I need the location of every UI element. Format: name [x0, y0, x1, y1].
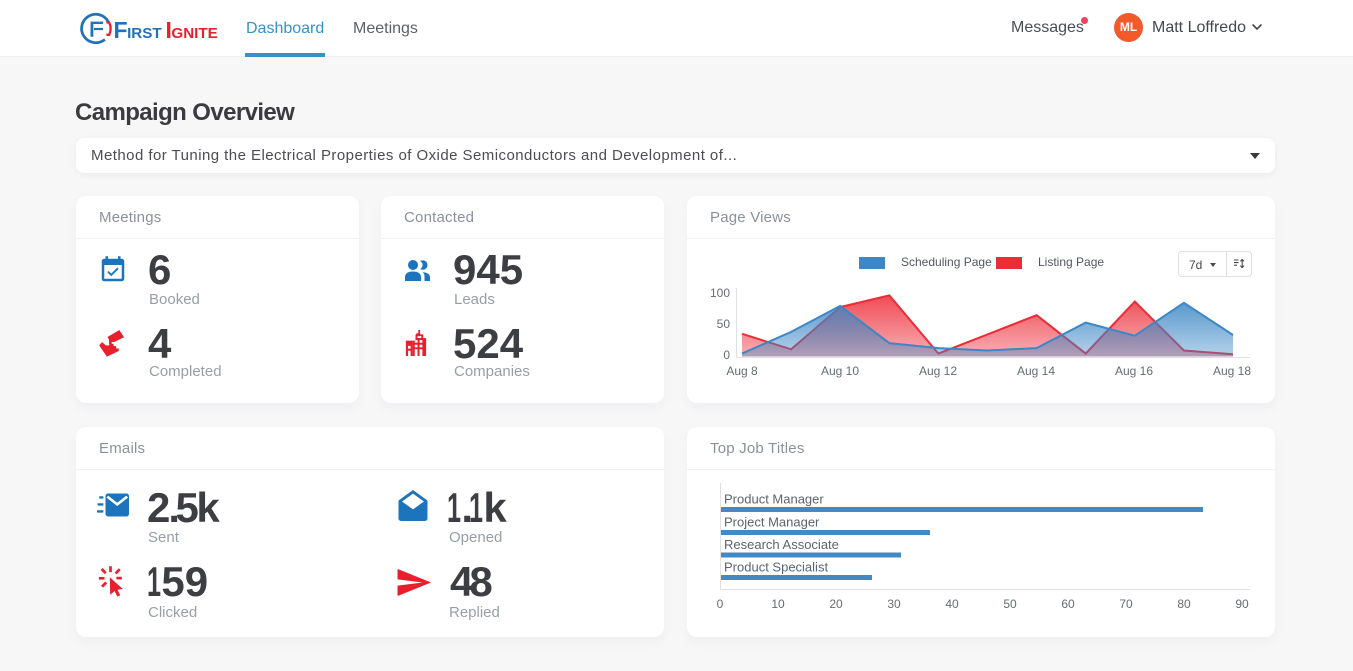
svg-text:70: 70	[1119, 597, 1133, 611]
svg-text:10: 10	[771, 597, 785, 611]
svg-text:80: 80	[1177, 597, 1191, 611]
svg-text:50: 50	[717, 317, 731, 331]
svg-text:30: 30	[887, 597, 901, 611]
svg-text:Project Manager: Project Manager	[724, 515, 820, 530]
svg-text:60: 60	[1061, 597, 1075, 611]
svg-text:0: 0	[717, 597, 724, 611]
svg-text:50: 50	[1003, 597, 1017, 611]
svg-text:Product Manager: Product Manager	[724, 492, 824, 507]
svg-text:0: 0	[723, 348, 730, 362]
svg-text:Aug 14: Aug 14	[1017, 364, 1055, 378]
svg-text:Aug 16: Aug 16	[1115, 364, 1153, 378]
svg-text:Research Associate: Research Associate	[724, 537, 839, 552]
svg-text:Aug 10: Aug 10	[821, 364, 859, 378]
svg-text:40: 40	[945, 597, 959, 611]
svg-text:Aug 8: Aug 8	[726, 364, 758, 378]
svg-text:FIRST: FIRST	[114, 17, 163, 43]
svg-text:Product Specialist: Product Specialist	[724, 560, 828, 575]
svg-text:Aug 12: Aug 12	[919, 364, 957, 378]
svg-text:90: 90	[1235, 597, 1249, 611]
svg-text:Aug 18: Aug 18	[1213, 364, 1251, 378]
svg-text:20: 20	[829, 597, 843, 611]
svg-text:100: 100	[710, 286, 730, 300]
svg-text:IGNITE: IGNITE	[166, 17, 218, 43]
